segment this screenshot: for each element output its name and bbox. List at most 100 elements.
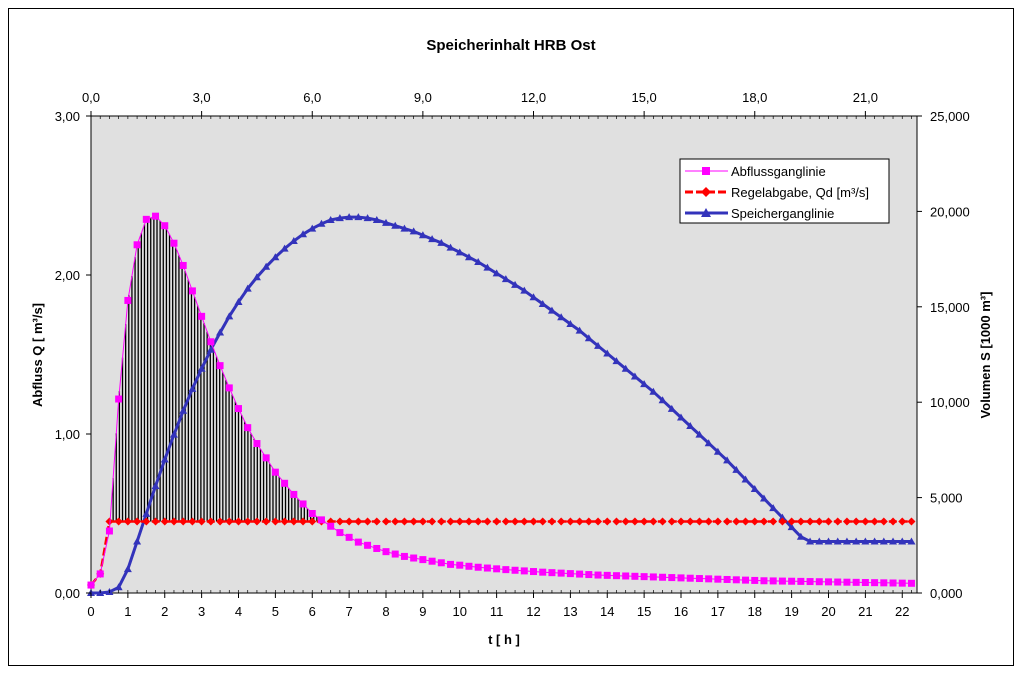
point-abflussganglinie [400,552,408,560]
point-regelabgabe [538,517,547,526]
y2-axis-title: Volumen S [1000 m³] [978,292,993,419]
point-regelabgabe [584,517,593,526]
y2-tick-label: 15,000 [930,300,970,315]
point-regelabgabe [464,517,473,526]
point-speicherganglinie [243,284,252,292]
legend-marker-diamond [701,187,711,197]
point-abflussganglinie [354,538,362,546]
y2-tick-label: 25,000 [930,109,970,124]
point-abflussganglinie [686,574,694,582]
point-regelabgabe [142,517,151,526]
point-regelabgabe [474,517,483,526]
x-tick-label: 12 [526,604,540,619]
point-abflussganglinie [96,570,104,578]
point-abflussganglinie [235,405,242,413]
point-abflussganglinie [640,573,648,581]
point-abflussganglinie [778,577,786,585]
point-speicherganglinie [326,215,335,223]
point-speicherganglinie [640,380,649,388]
y-tick-label: 1,00 [55,427,80,442]
point-speicherganglinie [852,537,861,545]
point-speicherganglinie [492,269,501,277]
point-speicherganglinie [216,328,225,336]
y2-tick-label: 0,000 [930,586,963,601]
point-regelabgabe [179,517,188,526]
point-abflussganglinie [603,571,611,579]
point-abflussganglinie [659,573,667,581]
legend-marker-square [702,167,710,175]
point-abflussganglinie [262,454,270,462]
point-regelabgabe [105,517,114,526]
point-regelabgabe [686,517,695,526]
point-speicherganglinie [271,253,280,261]
point-regelabgabe [649,517,658,526]
point-abflussganglinie [566,570,574,578]
point-abflussganglinie [244,424,252,432]
point-speicherganglinie [308,224,317,232]
point-speicherganglinie [123,565,132,573]
point-speicherganglinie [723,456,732,464]
point-abflussganglinie [456,561,464,569]
x-tick-label: 19 [784,604,798,619]
point-abflussganglinie [373,544,381,552]
point-abflussganglinie [290,490,298,498]
point-regelabgabe [234,517,243,526]
x-tick-label: 1 [124,604,131,619]
point-regelabgabe [372,517,381,526]
point-abflussganglinie [391,550,399,558]
point-abflussganglinie [530,568,537,576]
point-speicherganglinie [400,224,409,232]
y-tick-label: 2,00 [55,268,80,283]
x-top-tick-label: 18,0 [742,90,767,105]
point-regelabgabe [382,517,390,526]
point-speicherganglinie [252,273,261,281]
point-speicherganglinie [667,404,676,412]
point-regelabgabe [483,517,492,526]
point-speicherganglinie [262,262,271,270]
point-regelabgabe [225,517,234,526]
point-abflussganglinie [345,533,353,541]
point-speicherganglinie [317,219,326,227]
point-speicherganglinie [879,537,888,545]
point-regelabgabe [750,517,759,526]
point-abflussganglinie [410,554,418,562]
x-top-tick-label: 6,0 [303,90,321,105]
point-speicherganglinie [658,396,667,404]
point-speicherganglinie [732,465,741,473]
point-regelabgabe [667,517,676,526]
point-regelabgabe [713,517,722,526]
point-regelabgabe [511,517,520,526]
point-regelabgabe [123,517,132,526]
point-regelabgabe [354,517,363,526]
x-tick-label: 0 [87,604,94,619]
x-tick-label: 6 [309,604,316,619]
point-speicherganglinie [372,215,381,223]
point-speicherganglinie [575,326,584,334]
point-regelabgabe [677,517,685,526]
point-speicherganglinie [169,430,178,438]
point-speicherganglinie [501,275,510,283]
x-top-tick-label: 3,0 [193,90,211,105]
point-speicherganglinie [446,243,455,251]
point-speicherganglinie [594,341,603,349]
point-regelabgabe [741,517,750,526]
point-regelabgabe [437,517,446,526]
point-abflussganglinie [133,241,141,249]
point-abflussganglinie [668,574,676,582]
point-abflussganglinie [474,563,482,571]
point-speicherganglinie [455,248,464,256]
point-abflussganglinie [299,500,307,508]
point-speicherganglinie [907,537,916,545]
point-regelabgabe [289,517,298,526]
point-abflussganglinie [317,516,325,524]
point-speicherganglinie [428,235,437,243]
point-speicherganglinie [133,537,142,545]
point-abflussganglinie [769,577,777,585]
point-speicherganglinie [898,537,907,545]
point-abflussganglinie [179,261,187,269]
point-regelabgabe [575,517,584,526]
point-regelabgabe [418,517,427,526]
point-speicherganglinie [142,509,151,517]
point-abflussganglinie [271,468,279,476]
